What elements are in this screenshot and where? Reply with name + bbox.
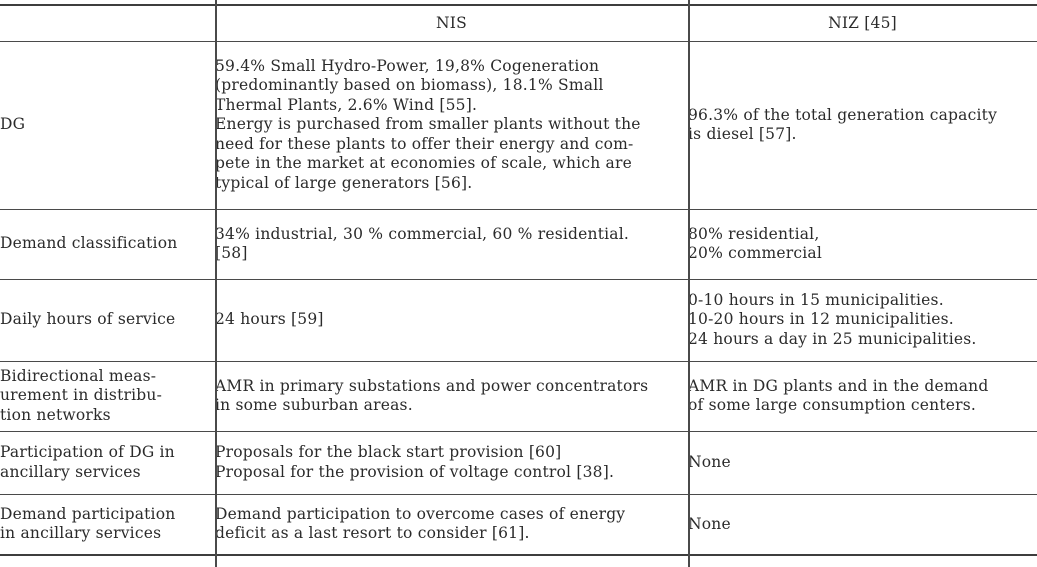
table-header-row: NIS NIZ [45]	[0, 4, 1037, 41]
cell-demand-ancillary-participation-nis: Demand participation to overcome cases o…	[215, 493, 688, 556]
cell-dg-ancillary-participation-nis: Proposals for the black start provision …	[215, 430, 688, 494]
row-label-demand-classification: Demand classification	[0, 208, 215, 279]
cell-daily-hours-niz: 0-10 hours in 15 municipalities. 10-20 h…	[688, 278, 1037, 361]
cell-demand-ancillary-participation-niz: None	[688, 493, 1037, 556]
cell-demand-classification-nis: 34% industrial, 30 % commercial, 60 % re…	[215, 208, 688, 279]
table-row-demand-classification: Demand classification 34% industrial, 30…	[0, 208, 1037, 279]
table-row-daily-hours: Daily hours of service 24 hours [59] 0-1…	[0, 278, 1037, 361]
header-empty-cell	[0, 4, 215, 41]
table-row-demand-ancillary-participation: Demand participation in ancillary servic…	[0, 493, 1037, 556]
cell-daily-hours-nis: 24 hours [59]	[215, 278, 688, 361]
row-label-dg-ancillary-participation: Participation of DG in ancillary service…	[0, 430, 215, 494]
row-label-bidirectional-measurement: Bidirectional meas- urement in distribu-…	[0, 360, 215, 431]
row-label-dg: DG	[0, 40, 215, 209]
column-divider-left	[215, 0, 217, 567]
table-row-dg: DG 59.4% Small Hydro-Power, 19,8% Cogene…	[0, 40, 1037, 209]
comparison-table: NIS NIZ [45] DG 59.4% Small Hydro-Power,…	[0, 4, 1037, 556]
cell-dg-nis: 59.4% Small Hydro-Power, 19,8% Cogenerat…	[215, 40, 688, 209]
table-row-bidirectional-measurement: Bidirectional meas- urement in distribu-…	[0, 360, 1037, 431]
row-label-demand-ancillary-participation: Demand participation in ancillary servic…	[0, 493, 215, 556]
header-nis: NIS	[215, 4, 688, 41]
row-label-daily-hours: Daily hours of service	[0, 278, 215, 361]
cell-dg-niz: 96.3% of the total generation capacity i…	[688, 40, 1037, 209]
cell-bidirectional-measurement-niz: AMR in DG plants and in the demand of so…	[688, 360, 1037, 431]
cell-demand-classification-niz: 80% residential, 20% commercial	[688, 208, 1037, 279]
cell-dg-ancillary-participation-niz: None	[688, 430, 1037, 494]
column-divider-right	[688, 0, 690, 567]
header-niz: NIZ [45]	[688, 4, 1037, 41]
cell-bidirectional-measurement-nis: AMR in primary substations and power con…	[215, 360, 688, 431]
table-row-dg-ancillary-participation: Participation of DG in ancillary service…	[0, 430, 1037, 494]
